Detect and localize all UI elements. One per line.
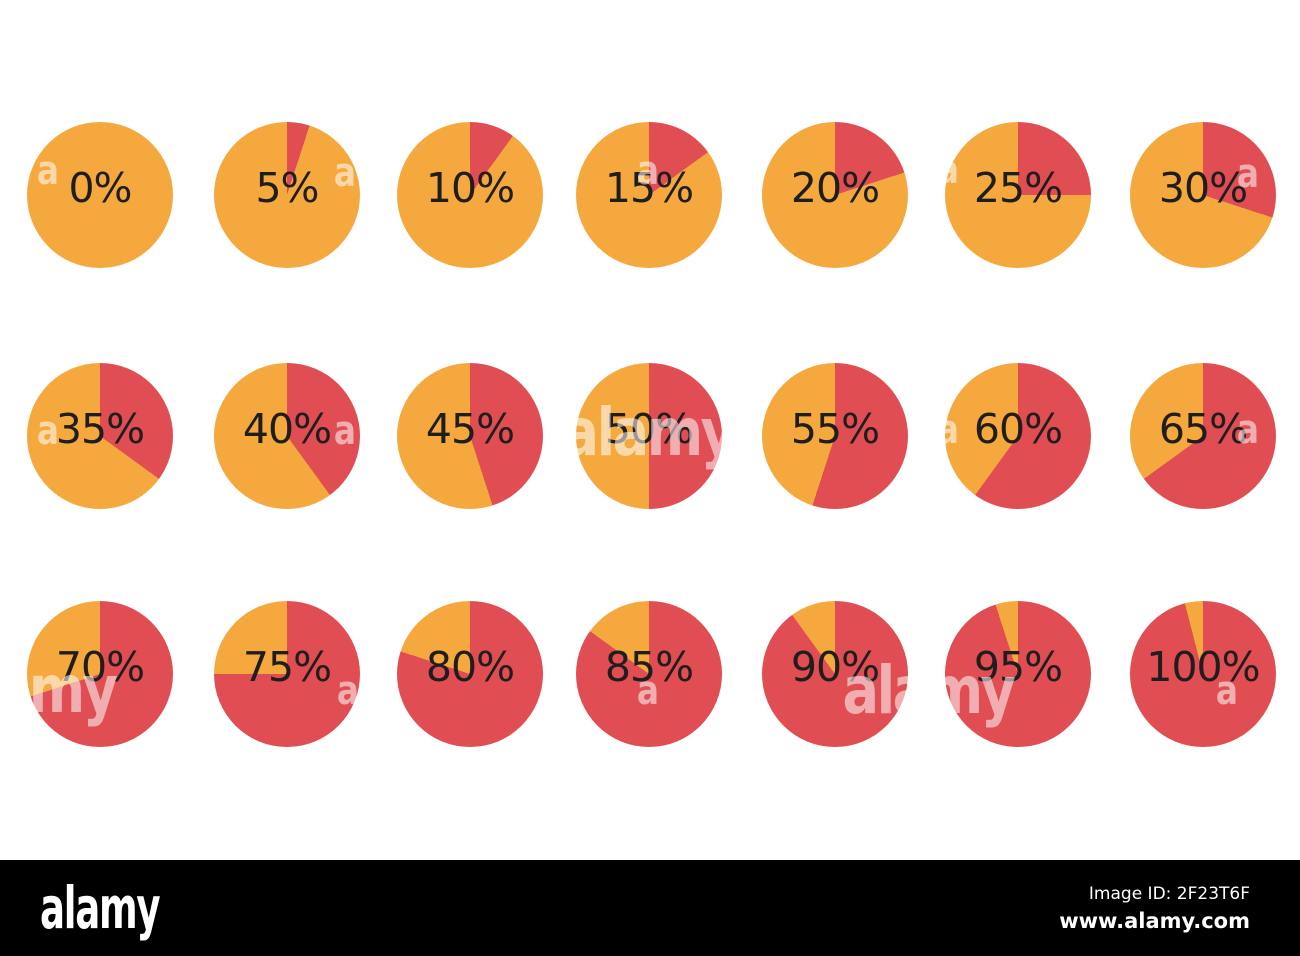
pie-chart-75: 75% (214, 601, 360, 747)
pie-chart-35: 35% (27, 363, 173, 509)
pie-chart-85: 85% (576, 601, 722, 747)
pie-percentage-label: 20% (790, 163, 880, 212)
pie-chart-5: 5% (214, 122, 360, 268)
pie-percentage-label: 5% (255, 163, 319, 212)
pie-chart-60: 60% (945, 363, 1091, 509)
pie-percentage-label: 40% (242, 404, 332, 453)
pie-percentage-label: 80% (425, 642, 515, 691)
pie-chart-50: 50% (576, 363, 722, 509)
pie-chart-55: 55% (762, 363, 908, 509)
pie-percentage-label: 100% (1146, 642, 1260, 691)
pie-percentage-label: 0% (68, 163, 132, 212)
pie-percentage-label: 85% (604, 642, 694, 691)
pie-percentage-label: 45% (425, 404, 515, 453)
image-id-text: Image ID: 2F23T6F (1088, 883, 1250, 904)
pie-chart-30: 30% (1130, 122, 1276, 268)
pie-percentage-label: 35% (55, 404, 145, 453)
pie-chart-45: 45% (397, 363, 543, 509)
alamy-logo: alamy (40, 874, 161, 942)
pie-percentage-label: 75% (242, 642, 332, 691)
pie-percentage-label: 15% (604, 163, 694, 212)
pie-chart-80: 80% (397, 601, 543, 747)
pie-percentage-label: 50% (604, 404, 694, 453)
pie-chart-25: 25% (945, 122, 1091, 268)
pie-percentage-label: 90% (790, 642, 880, 691)
pie-chart-70: 70% (27, 601, 173, 747)
pie-percentage-label: 65% (1158, 404, 1248, 453)
pie-percentage-label: 60% (973, 404, 1063, 453)
pie-percentage-label: 10% (425, 163, 515, 212)
pie-chart-40: 40% (214, 363, 360, 509)
pie-percentage-label: 70% (55, 642, 145, 691)
pie-chart-100: 100% (1130, 601, 1276, 747)
pie-chart-65: 65% (1130, 363, 1276, 509)
pie-chart-10: 10% (397, 122, 543, 268)
pie-percentage-label: 95% (973, 642, 1063, 691)
pie-chart-0: 0% (27, 122, 173, 268)
footer-meta: Image ID: 2F23T6F www.alamy.com (1059, 884, 1250, 933)
pie-percentage-label: 30% (1158, 163, 1248, 212)
footer-bar: alamy Image ID: 2F23T6F www.alamy.com (0, 860, 1300, 956)
pie-chart-90: 90% (762, 601, 908, 747)
site-url-text: www.alamy.com (1059, 908, 1250, 933)
pie-chart-95: 95% (945, 601, 1091, 747)
pie-chart-20: 20% (762, 122, 908, 268)
pie-percentage-label: 55% (790, 404, 880, 453)
pie-chart-15: 15% (576, 122, 722, 268)
pie-percentage-label: 25% (973, 163, 1063, 212)
